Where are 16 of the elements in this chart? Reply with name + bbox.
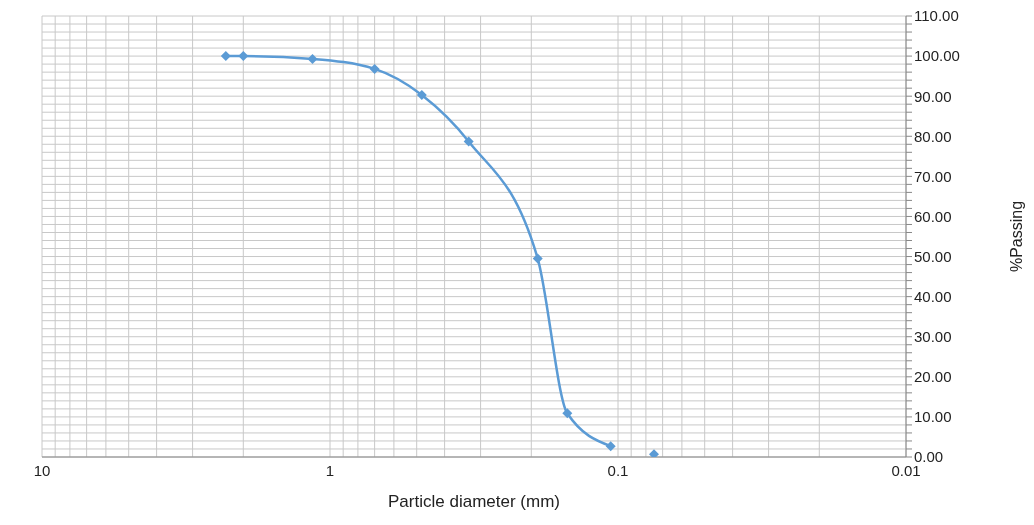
y-tick-label: 50.00: [914, 247, 952, 265]
y-tick-label: 40.00: [914, 287, 952, 305]
y-tick-label: 70.00: [914, 167, 952, 185]
x-tick-label: 10: [33, 461, 51, 479]
x-axis-title: Particle diameter (mm): [388, 492, 560, 511]
x-tick-label: 0.1: [607, 461, 629, 479]
x-tick-label: 1: [325, 461, 335, 479]
y-tick-label: 60.00: [914, 207, 952, 225]
y-tick-label: 80.00: [914, 127, 952, 145]
y-tick-label: 100.00: [914, 47, 960, 65]
y-tick-label: 90.00: [914, 87, 952, 105]
y-tick-label: 20.00: [914, 368, 952, 386]
y-tick-label: 10.00: [914, 408, 952, 426]
y-tick-label: 30.00: [914, 328, 952, 346]
y-tick-label: 110.00: [914, 7, 959, 25]
y-axis-title: %Passing: [1007, 200, 1025, 273]
